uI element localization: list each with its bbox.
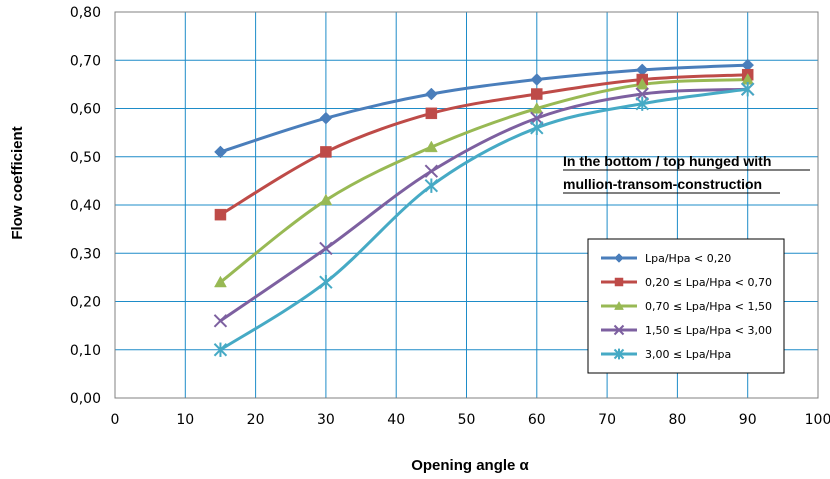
- data-point-series-4: [213, 314, 228, 328]
- legend-label: 0,20 ≤ Lpa/Hpa < 0,70: [645, 276, 772, 289]
- y-axis-title: Flow coefficient: [9, 126, 26, 239]
- data-point-series-1: [319, 111, 333, 125]
- legend-item-2: 0,20 ≤ Lpa/Hpa < 0,70: [601, 276, 772, 289]
- data-point-series-2: [531, 88, 543, 100]
- y-tick-label: 0,50: [70, 150, 101, 166]
- data-point-series-4: [530, 111, 544, 125]
- legend-label: 3,00 ≤ Lpa/Hpa: [645, 348, 731, 361]
- legend-swatch-marker: [613, 348, 625, 360]
- annotation-line-1: In the bottom / top hunged with: [563, 153, 771, 169]
- data-point-series-3: [530, 101, 544, 114]
- legend-label: 1,50 ≤ Lpa/Hpa < 3,00: [645, 324, 772, 337]
- data-point-series-4: [319, 241, 333, 256]
- data-point-series-2: [320, 146, 332, 158]
- y-tick-label: 0,40: [70, 198, 101, 214]
- y-tick-label: 0,00: [70, 391, 101, 407]
- legend-swatch-marker: [614, 253, 624, 263]
- data-point-series-4: [635, 87, 649, 101]
- legend-swatch-marker: [613, 324, 625, 336]
- data-point-series-5: [530, 120, 544, 135]
- x-tick-label: 80: [668, 412, 686, 428]
- y-tick-label: 0,20: [70, 295, 101, 311]
- data-point-series-3: [214, 275, 227, 288]
- x-axis-title: Opening angle α: [411, 457, 529, 474]
- legend-swatch-marker: [614, 300, 624, 310]
- y-tick-label: 0,80: [70, 5, 101, 21]
- legend-item-4: 1,50 ≤ Lpa/Hpa < 3,00: [601, 324, 772, 337]
- legend-swatch-marker: [614, 277, 624, 287]
- y-tick-label: 0,30: [70, 246, 101, 262]
- legend-item-5: 3,00 ≤ Lpa/Hpa: [601, 348, 731, 361]
- y-tick-labels: 0,00 0,10 0,20 0,30 0,40 0,50 0,60 0,70 0,80: [70, 5, 101, 407]
- data-point-series-1: [530, 73, 544, 86]
- series-line-3: [218, 78, 750, 284]
- data-point-series-1: [214, 145, 227, 159]
- x-tick-label: 100: [805, 412, 830, 428]
- legend-item-3: 0,70 ≤ Lpa/Hpa < 1,50: [601, 300, 772, 313]
- data-point-series-1: [424, 87, 438, 101]
- y-tick-label: 0,60: [70, 102, 101, 118]
- series-line-5: [218, 87, 750, 352]
- x-tick-label: 50: [458, 412, 476, 428]
- data-point-series-3: [635, 77, 649, 90]
- legend-label: Lpa/Hpa < 0,20: [645, 252, 731, 265]
- x-tick-label: 10: [176, 412, 194, 428]
- y-tick-label: 0,70: [70, 53, 101, 69]
- series-markers: [213, 58, 755, 357]
- x-tick-label: 20: [247, 412, 265, 428]
- series-line-4: [218, 87, 750, 323]
- data-point-series-5: [319, 275, 333, 290]
- x-tick-label: 70: [598, 412, 616, 428]
- data-point-series-4: [424, 164, 439, 178]
- x-tick-labels: 0 10 20 30 40 50 60 70 80 90 100: [111, 412, 830, 428]
- x-tick-label: 40: [387, 412, 405, 428]
- chart-legend: Lpa/Hpa < 0,20 0,20 ≤ Lpa/Hpa < 0,70 0,70 …: [587, 238, 785, 374]
- data-point-series-3: [424, 140, 438, 153]
- data-point-series-5: [424, 178, 439, 193]
- series-line-1: [218, 63, 750, 154]
- x-tick-label: 0: [111, 412, 120, 428]
- legend-item-1: Lpa/Hpa < 0,20: [601, 252, 731, 265]
- data-point-series-5: [213, 342, 228, 357]
- data-point-series-3: [319, 193, 333, 206]
- data-point-series-2: [425, 107, 438, 120]
- data-point-series-2: [214, 208, 227, 221]
- x-tick-label: 90: [739, 412, 757, 428]
- chart-annotation: In the bottom / top hunged with mullion-…: [563, 153, 810, 194]
- series-line-2: [218, 73, 750, 217]
- x-tick-label: 60: [528, 412, 546, 428]
- x-tick-label: 30: [317, 412, 335, 428]
- data-point-series-5: [635, 96, 649, 111]
- data-point-series-5: [740, 82, 755, 97]
- series-lines: [218, 63, 750, 352]
- legend-label: 0,70 ≤ Lpa/Hpa < 1,50: [645, 300, 772, 313]
- y-tick-label: 0,10: [70, 343, 101, 359]
- plot-area-border: [114, 11, 819, 399]
- annotation-line-2: mullion-transom-construction: [563, 176, 762, 192]
